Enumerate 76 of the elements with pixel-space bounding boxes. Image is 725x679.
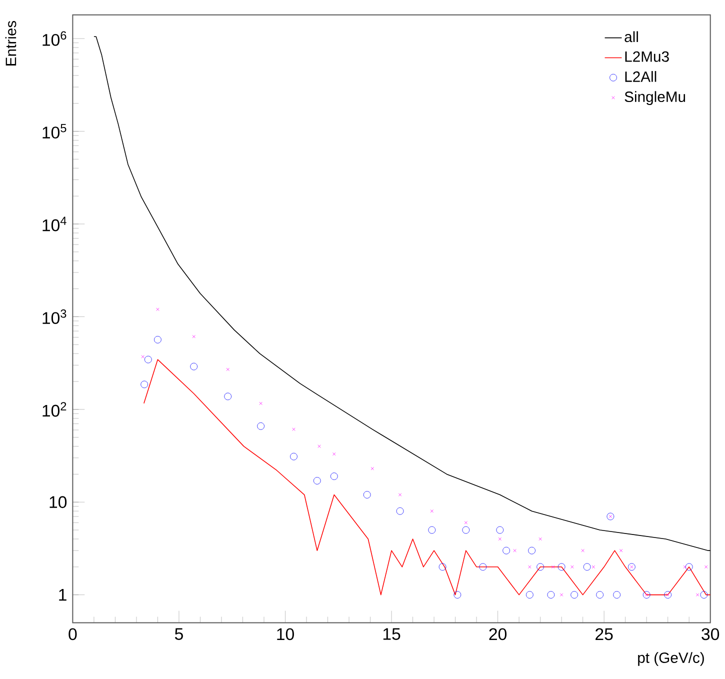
point [290,452,298,460]
point [479,563,487,570]
point [156,308,160,311]
point [257,422,264,430]
x-tick-label: 20 [489,628,507,640]
x-tick-label: 15 [383,628,400,640]
x-tick-label: 0 [68,628,77,640]
point [551,565,555,568]
y-tick-label: 10$^{3}$ [42,309,66,324]
y-tick-label: 10$^{4}$ [42,216,66,232]
point [696,593,700,596]
point [592,565,596,568]
point [438,563,446,570]
point [700,590,708,598]
point [226,368,230,371]
point [454,590,462,598]
point [396,507,404,515]
point [683,565,686,568]
point [370,466,374,470]
point [547,590,555,598]
y-tick-label: 1 [59,588,66,600]
point [613,590,620,598]
point [619,548,623,552]
point [259,402,262,405]
point [570,565,574,568]
point [642,590,650,598]
point [192,334,196,338]
point [430,509,434,512]
point [330,472,338,480]
y-tick-label: 10$^{5}$ [42,124,66,138]
point [428,526,436,534]
point [583,563,591,570]
legend-label: L2All [625,70,656,82]
x-axis-title: pt (GeV/c) [638,652,704,666]
point [292,428,296,431]
point [141,354,144,358]
point [502,546,510,554]
y-tick-label: 10$^{2}$ [42,402,66,417]
x-tick-label: 5 [174,628,183,640]
x-tick-label: 10 [277,628,294,640]
point [464,520,468,524]
point [313,476,321,484]
point [538,537,542,540]
point [536,563,544,570]
y-tick-label: 10$^{6}$ [42,31,66,46]
point [140,380,148,388]
point [685,563,693,570]
point [496,526,504,534]
legend-label: all [624,31,638,42]
y-axis-title: Entries [5,20,16,66]
point [528,546,536,554]
point [560,593,564,596]
point [581,548,584,552]
legend-label: SingleMu [624,90,686,105]
x-tick-label: 30 [702,628,720,640]
point [363,490,371,498]
point [190,362,198,370]
point [332,452,336,456]
point [526,590,534,598]
point [664,590,672,598]
point [318,444,321,448]
x-tick-label: 25 [596,628,613,640]
point [558,563,566,570]
point [596,590,604,598]
point [570,590,578,598]
point [154,336,162,344]
y-tick-label: 10 [50,496,67,508]
point [224,392,232,400]
point [498,537,502,540]
point [528,565,532,568]
point [462,526,470,534]
point [398,492,402,496]
point [704,565,708,568]
point [513,548,516,552]
legend-label: L2Mu3 [625,51,669,62]
point [144,356,152,364]
